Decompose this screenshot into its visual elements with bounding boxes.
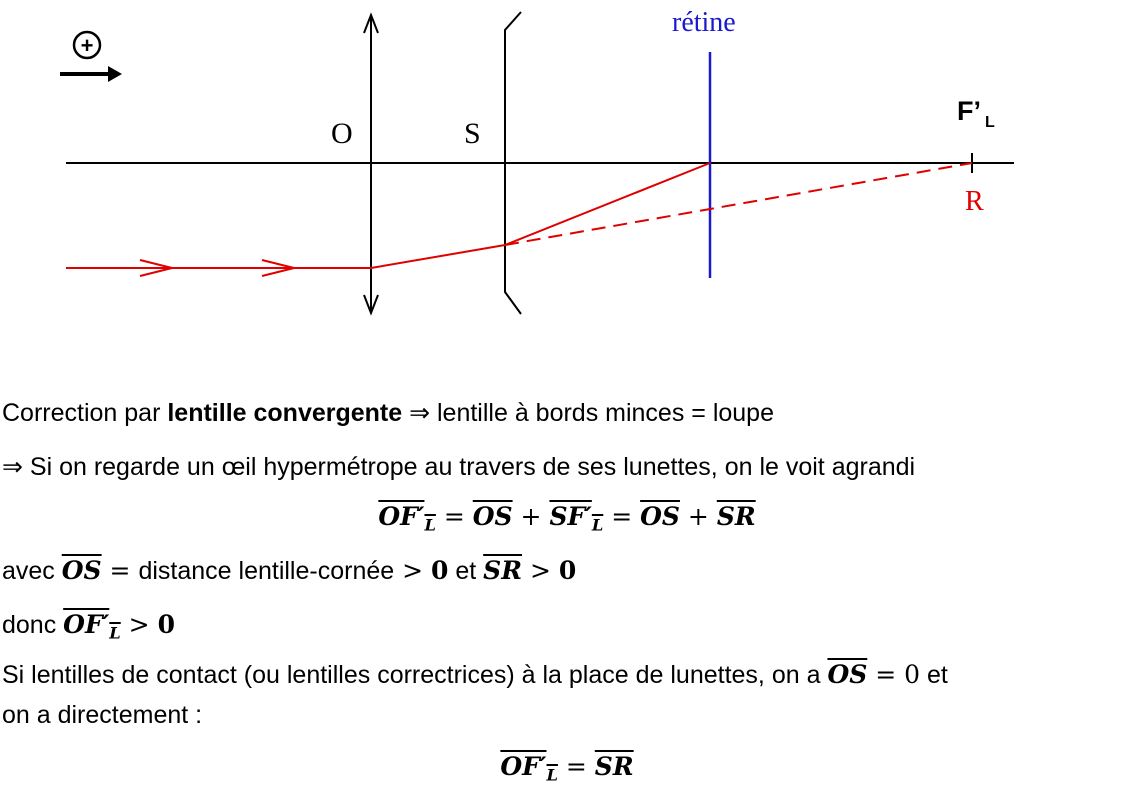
l5-gt: > (120, 610, 158, 639)
l4-distance: distance lentille-cornée (138, 557, 395, 585)
l4-gt-1: > (394, 556, 431, 585)
l4-gt-2: > (522, 556, 559, 585)
text-line-donc: donc OF′L > 0 (2, 610, 175, 649)
text-line-avec: avec OS = distance lentille-cornée > 0 e… (2, 556, 576, 586)
l4-et: et (448, 557, 484, 585)
l4-avec: avec (2, 557, 62, 585)
ray-virtual-extension (504, 162, 973, 246)
l4-equals: = (101, 556, 139, 585)
l6-zero: 0 (904, 660, 921, 689)
eq2-equals: = (557, 752, 595, 781)
eq1-term-SF: SF′L (549, 502, 604, 535)
l5-zero: 0 (157, 610, 175, 639)
eq1-term-SR: SR (716, 502, 756, 531)
eq1-equals-1: = (435, 502, 473, 531)
line1-bold: lentille convergente (167, 399, 403, 427)
direction-arrow-head (108, 66, 122, 82)
ray-arrow-1-icon (139, 259, 173, 277)
eq2-term-SR: SR (594, 752, 634, 781)
plus-label: + (81, 33, 94, 58)
eq1-plus-1: + (512, 502, 550, 531)
eq1-plus-2: + (679, 502, 717, 531)
l6-et: et (920, 661, 948, 689)
l5-OF: OF′L (63, 610, 121, 643)
eq1-term-OS-2: OS (640, 502, 680, 531)
l6-OS: OS (827, 660, 868, 689)
l4-SR: SR (483, 556, 522, 585)
l4-zero-1: 0 (431, 556, 449, 585)
optics-diagram: + O S rétine F’ L R (60, 7, 1014, 316)
plus-circle-icon (72, 30, 102, 60)
lens-bottom-arrow-icon (363, 294, 379, 316)
ray-arrow-2-icon (261, 259, 295, 277)
text-line-directement: on a directement : (2, 701, 203, 729)
l6-text: Si lentilles de contact (ou lentilles co… (2, 661, 828, 689)
ray-lens-to-cornea (370, 244, 506, 269)
line1-prefix: Correction par (2, 399, 168, 427)
lens-top-arrow-icon (363, 12, 379, 34)
ray-cornea-to-retina (504, 162, 711, 246)
eq1-equals-2: = (603, 502, 641, 531)
l5-donc: donc (2, 611, 64, 639)
cornea-surface (504, 11, 522, 315)
text-line-2: ⇒ Si on regarde un œil hypermétrope au t… (2, 453, 916, 481)
eq1-term-OF: OF′L (378, 502, 436, 535)
label-R: R (965, 186, 984, 217)
label-F-main: F’ (957, 96, 981, 126)
label-retine: rétine (672, 7, 736, 38)
label-O: O (331, 117, 353, 150)
eq2-term-OF: OF′L (500, 752, 558, 785)
text-line-1: Correction par lentille convergente ⇒ le… (2, 398, 774, 428)
l6-equals: = (867, 660, 905, 689)
label-S: S (464, 117, 481, 150)
l4-OS: OS (61, 556, 102, 585)
l4-zero-2: 0 (558, 556, 577, 585)
eq1-term-OS-1: OS (472, 502, 513, 531)
label-F-sub: L (985, 114, 995, 131)
equation-1: OF′L = OS + SF′L = OS + SR (0, 502, 1134, 541)
equation-2: OF′L = SR (0, 752, 1134, 791)
text-line-lentilles-contact: Si lentilles de contact (ou lentilles co… (2, 660, 948, 690)
line1-suffix: ⇒ lentille à bords minces = loupe (402, 399, 774, 427)
